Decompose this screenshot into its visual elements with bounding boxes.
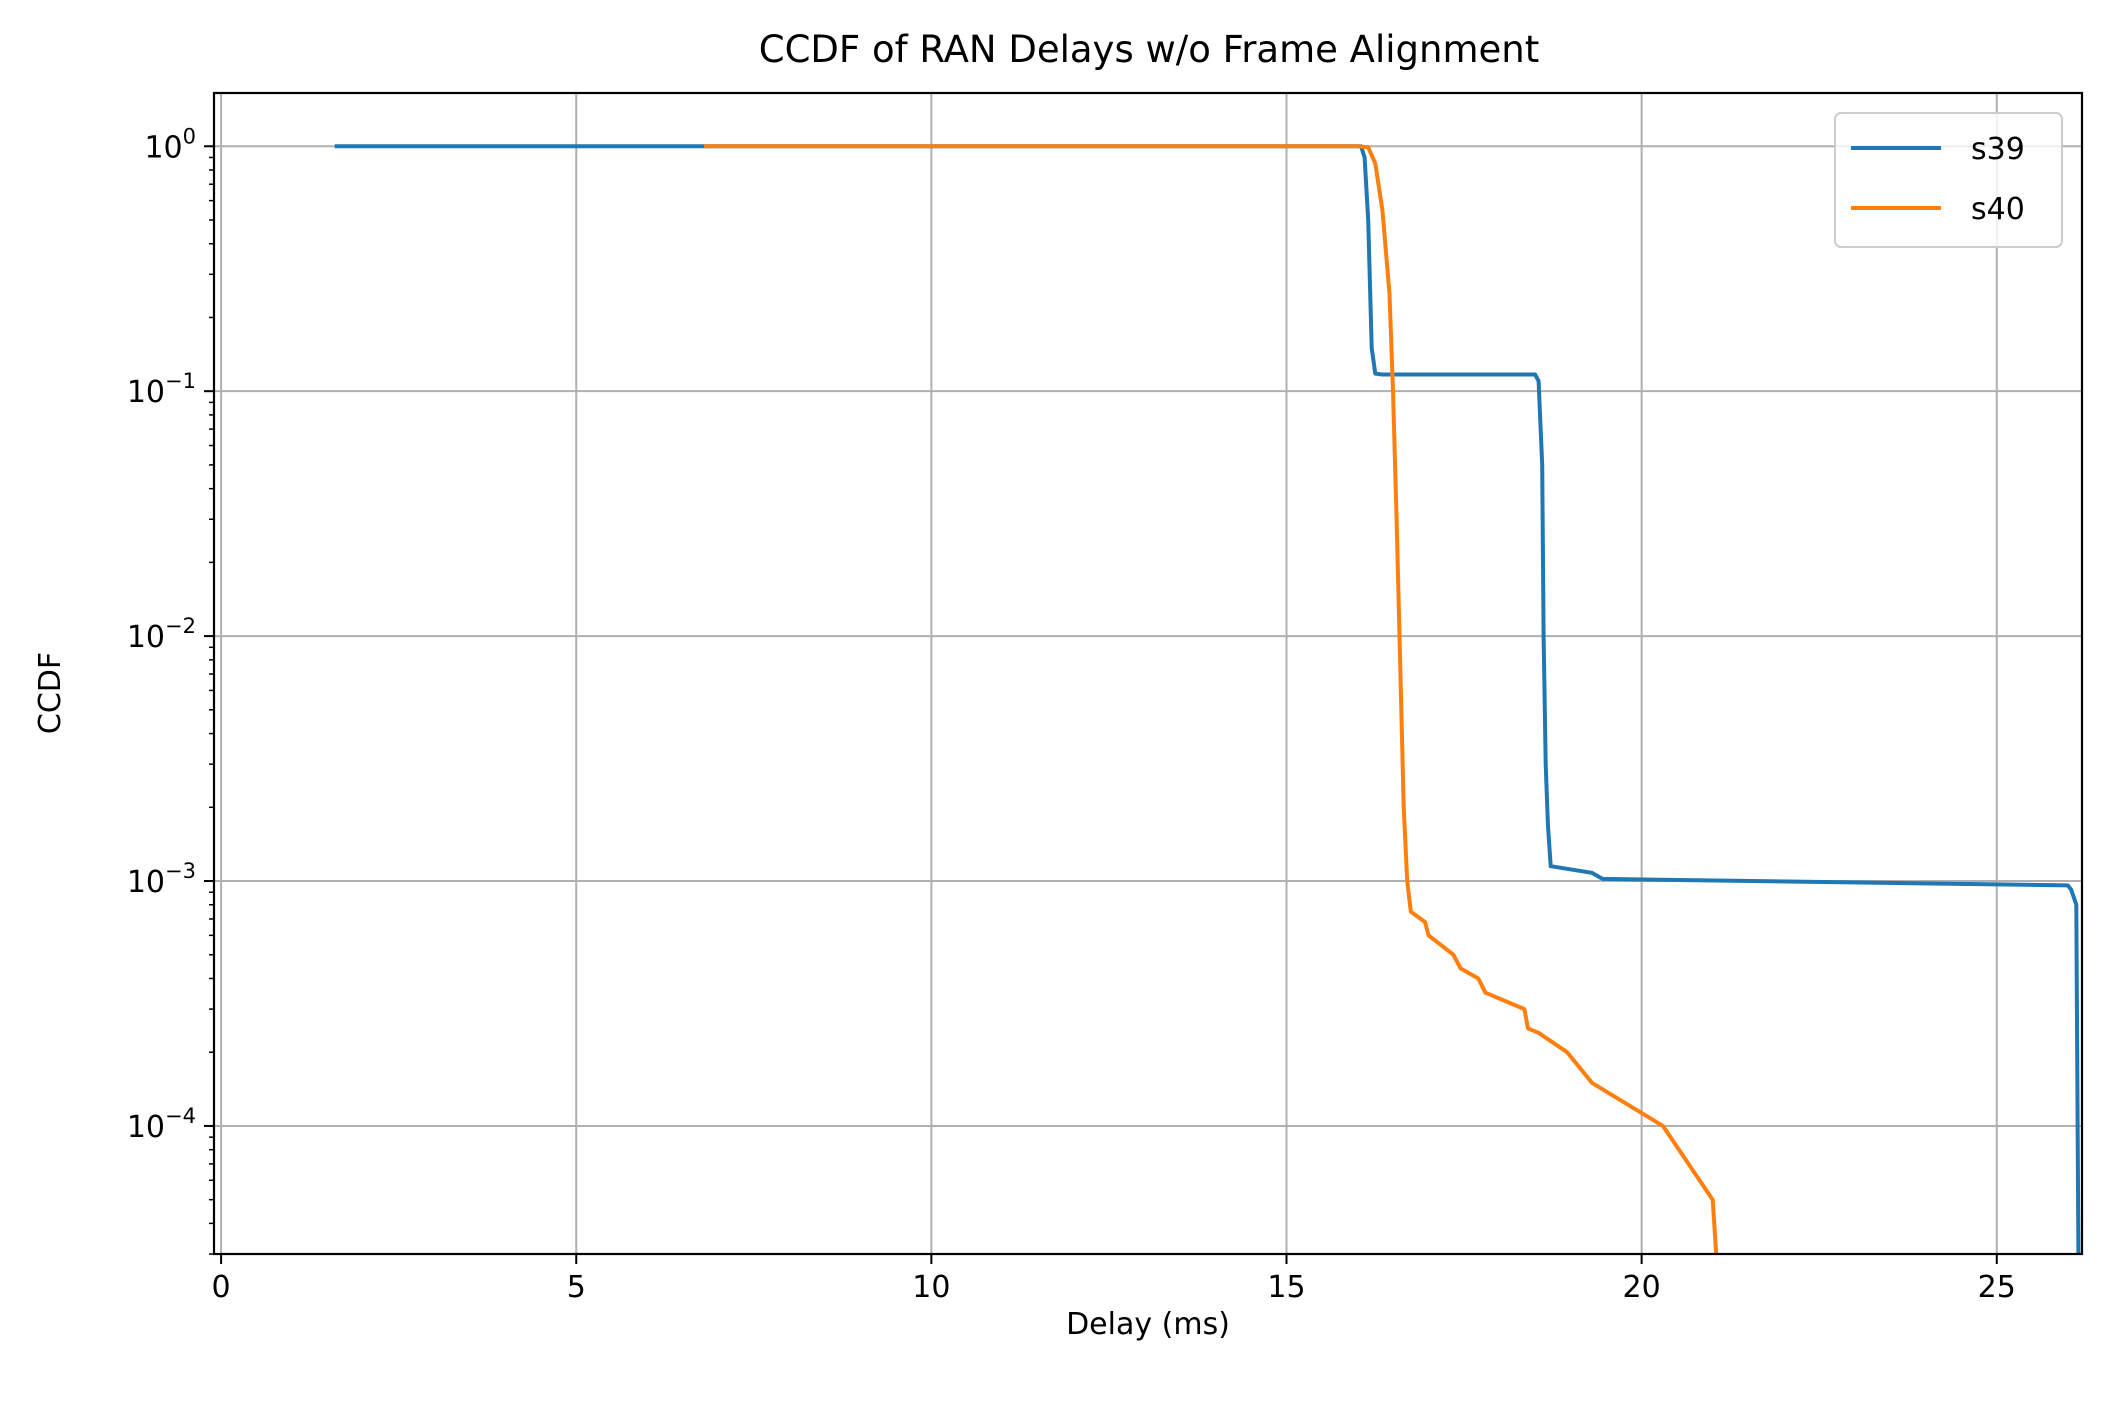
- x-axis-label: Delay (ms): [1066, 1307, 1230, 1342]
- y-tick-label: 10−3: [127, 859, 196, 900]
- series-line-s40: [704, 144, 1719, 1255]
- y-tick-label: 10−2: [127, 614, 196, 655]
- x-tick-label: 10: [912, 1270, 950, 1305]
- x-tick-label: 0: [212, 1270, 231, 1305]
- legend-entries: s39 s40: [1851, 132, 2025, 227]
- legend-label-s40: s40: [1971, 192, 2025, 227]
- ticks-layer: 0 5 10 15 20 25 100 10−1 10−2 10−3 10−4: [127, 124, 2016, 1305]
- y-tick-label: 10−1: [127, 369, 196, 410]
- chart-title: CCDF of RAN Delays w/o Frame Alignment: [759, 28, 1539, 71]
- x-tick-label: 25: [1978, 1270, 2016, 1305]
- plot-frame: [212, 91, 2084, 1256]
- legend-label-s39: s39: [1971, 132, 2025, 167]
- x-tick-label: 15: [1267, 1270, 1305, 1305]
- series-layer: [334, 144, 2081, 1255]
- x-tick-label: 20: [1623, 1270, 1661, 1305]
- legend-box: [1834, 112, 2063, 248]
- grid-layer: [214, 93, 2082, 1254]
- series-line-s39: [334, 144, 2081, 1255]
- y-tick-label: 10−4: [127, 1104, 196, 1145]
- y-tick-label: 100: [144, 124, 196, 165]
- legend: s39 s40: [1834, 112, 2063, 248]
- y-axis-label: CCDF: [33, 652, 68, 734]
- x-tick-label: 5: [567, 1270, 586, 1305]
